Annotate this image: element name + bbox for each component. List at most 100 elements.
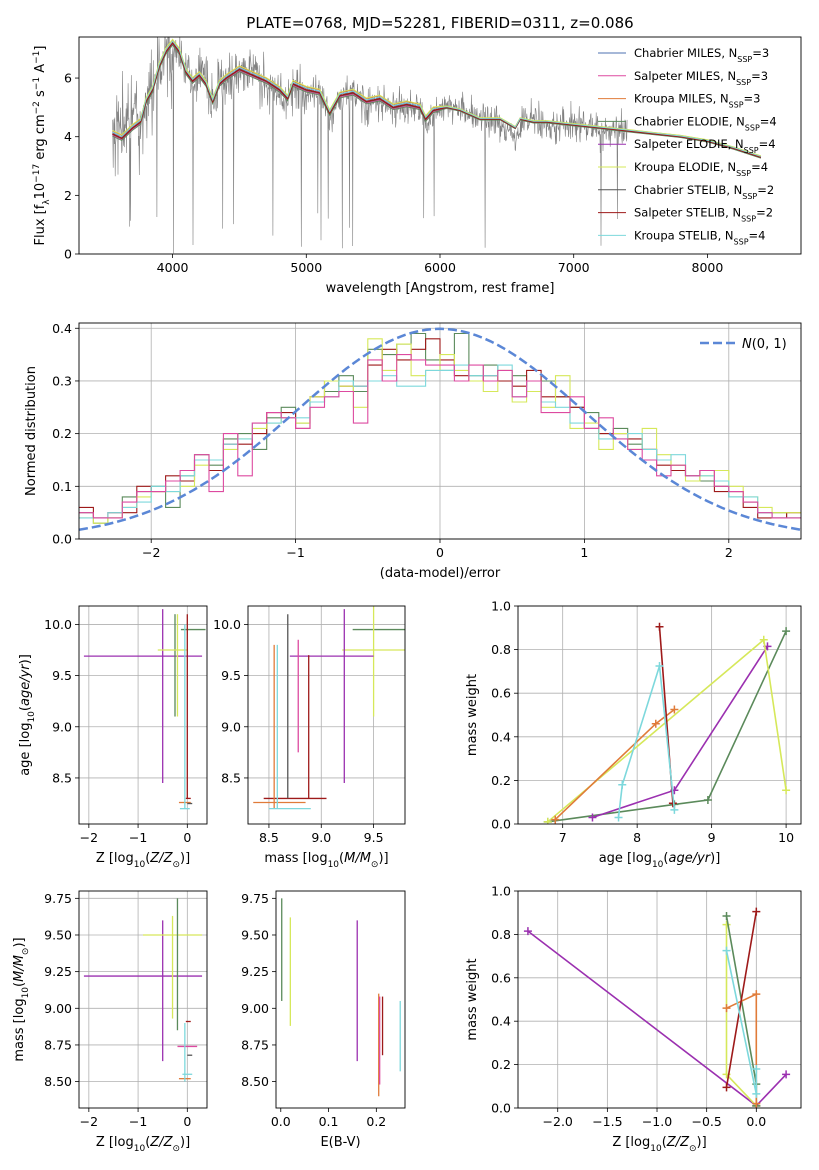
- age-z-ylabel-part: age [log: [18, 723, 33, 776]
- weight-z-chabrier_elodie-marker: [722, 911, 731, 920]
- weight-age-xtick-label: 10: [778, 830, 794, 845]
- legend-text: =2: [757, 183, 774, 197]
- spectrum-ytick-label: 6: [64, 71, 72, 86]
- mass-z-ylabel-part: 10: [21, 987, 31, 999]
- residuals-ytick-label: 0.3: [52, 373, 72, 388]
- weight-z-ylabel: mass weight: [465, 958, 480, 1040]
- weight-z-ytick-label: 1.0: [491, 884, 511, 899]
- weight-z-kroupa_elodie-marker: [722, 920, 731, 929]
- weight-z-kroupa_miles-marker: [752, 990, 761, 999]
- weight-age-chabrier_elodie: [547, 630, 787, 823]
- spectrum-ylabel-part: −2: [32, 101, 42, 114]
- spectrum-ylabel-part: λ: [42, 199, 52, 205]
- age-mass-ytick-label: 10.0: [213, 617, 241, 632]
- age-z-xtick-label: −1: [129, 830, 147, 845]
- age-z-ytick-label: 8.5: [52, 770, 72, 785]
- residuals-xtick-label: 2: [725, 545, 733, 560]
- model-salpeter_stelib: [112, 41, 762, 158]
- residuals-ylabel-part: Normed distribution: [24, 366, 39, 496]
- model-chabrier_elodie: [112, 44, 762, 159]
- legend-sub: SSP: [736, 169, 751, 178]
- legend-text: Chabrier ELODIE, N: [634, 114, 745, 128]
- age-mass-xtick-label: 9.5: [364, 830, 384, 845]
- age-z-ylabel-part: age/yr: [18, 663, 33, 706]
- legend-text: Chabrier STELIB, N: [634, 183, 742, 197]
- spectrum-xtick-label: 5000: [290, 260, 322, 275]
- spectrum-ylabel: Flux [fλ10−17 erg cm−2 s−1 A−1]: [32, 46, 52, 246]
- age-mass-xlabel-part: M/M: [344, 851, 371, 866]
- spectrum-ylabel-part: −17: [32, 164, 42, 183]
- weight-age-kroupa_miles-marker: [651, 719, 660, 728]
- weight-age-ytick-label: 1.0: [491, 599, 511, 614]
- age-z-xlabel-part: Z [log: [96, 851, 134, 866]
- mass-ebv-frame: [275, 890, 406, 1109]
- residuals-xlabel: (data-model)/error: [380, 566, 501, 581]
- weight-z-xtick-label: 0.0: [746, 1114, 766, 1129]
- legend-text: Salpeter ELODIE, N: [634, 137, 744, 151]
- mass-ebv-ytick-label: 8.75: [241, 1037, 269, 1052]
- weight-age-xtick-label: 9: [708, 830, 716, 845]
- weight-age-salpeter_elodie: [592, 645, 769, 819]
- mass-z-xlabel-part: (: [145, 1135, 150, 1150]
- weight-z-xtick-label: −1.5: [592, 1114, 622, 1129]
- legend-sub: SSP: [736, 77, 751, 86]
- legend-sub: SSP: [737, 55, 752, 64]
- legend-text: Kroupa ELODIE, N: [634, 160, 736, 174]
- mass-z-xlabel-part: 10: [134, 1144, 146, 1154]
- mass-z-ylabel-part: (: [12, 982, 27, 987]
- residuals-ytick-label: 0.0: [52, 532, 72, 547]
- age-z-ytick-label: 10.0: [44, 617, 72, 632]
- weight-z-xlabel-part: (: [662, 1135, 667, 1150]
- weight-z-kroupa_elodie: [725, 924, 757, 1107]
- age-mass-xlabel-part: 10: [328, 860, 340, 870]
- legend-label-gaussian: N(0, 1): [742, 337, 787, 352]
- residuals-ylabel: Normed distribution: [24, 366, 39, 496]
- mass-z-ylabel: mass [log10(M/M⊙)]: [12, 937, 31, 1061]
- age-z-xlabel-part: (: [145, 851, 150, 866]
- weight-age-ytick-label: 0.2: [491, 773, 511, 788]
- weight-age-ytick-label: 0.8: [491, 642, 511, 657]
- legend-label-kroupa_stelib: Kroupa STELIB, NSSP=4: [634, 228, 765, 246]
- weight-age-salpeter_elodie-marker: [588, 813, 597, 822]
- weight-z-salpeter_stelib-marker: [722, 1083, 731, 1092]
- age-mass-xlabel-part: )]: [378, 851, 388, 866]
- spectrum-ylabel-part: ]: [33, 46, 48, 51]
- mass-ebv-ytick-label: 9.25: [241, 964, 269, 979]
- mass-z-ytick-label: 9.00: [44, 1001, 72, 1016]
- mass-z-ylabel-part: ⊙: [21, 948, 31, 956]
- weight-age-xlabel-part: (: [663, 851, 668, 866]
- mass-z-xlabel-part: ⊙: [172, 1144, 180, 1154]
- mass-z-axes: −2 −1 08.508.759.009.259.509.75Z [log10(Z/…: [12, 890, 208, 1154]
- mass-ebv-axes: 0.0 0.1 0.2 8.50 8.75 9.00 9.25 9.50 9.75 E(B-V): [241, 890, 406, 1150]
- weight-age-kroupa_stelib-marker: [655, 661, 664, 670]
- weight-z-xlabel-part: )]: [697, 1135, 707, 1150]
- legend-text: N: [742, 337, 752, 352]
- weight-age-xtick-label: 8: [633, 830, 641, 845]
- mass-z-ytick-label: 9.50: [44, 927, 72, 942]
- weight-age-kroupa_stelib: [617, 665, 676, 818]
- legend-label-chabrier_elodie: Chabrier ELODIE, NSSP=4: [634, 114, 777, 131]
- weight-z-kroupa_stelib-marker: [752, 1089, 761, 1098]
- legend-sub: SSP: [744, 146, 759, 155]
- age-z-frame: [78, 605, 208, 825]
- residuals-xtick-label: −2: [142, 545, 160, 560]
- weight-z-kroupa_stelib-marker: [722, 946, 731, 955]
- legend-text: =4: [759, 137, 776, 151]
- mass-z-xlabel-part: )]: [180, 1135, 190, 1150]
- weight-z-kroupa_stelib: [725, 950, 758, 1095]
- weight-age-kroupa_stelib-marker: [618, 780, 627, 789]
- age-mass-plot-area: [253, 606, 405, 810]
- mass-z-xlabel-part: Z/Z: [149, 1135, 173, 1150]
- weight-age-ylabel-part: mass weight: [465, 674, 480, 756]
- mass-z-xtick-label: −2: [80, 1114, 98, 1129]
- spectrum-ytick-label: 4: [64, 129, 72, 144]
- mass-ebv-ytick-label: 8.50: [241, 1074, 269, 1089]
- weight-z-xlabel-part: Z/Z: [666, 1135, 690, 1150]
- weight-age-salpeter_stelib-marker: [655, 622, 664, 631]
- weight-age-ylabel: mass weight: [465, 674, 480, 756]
- weight-z-plot-area: [523, 907, 791, 1108]
- age-z-plot-area: [83, 609, 206, 810]
- mass-z-ylabel-part: )]: [12, 937, 27, 947]
- residuals-ytick-label: 0.1: [52, 479, 72, 494]
